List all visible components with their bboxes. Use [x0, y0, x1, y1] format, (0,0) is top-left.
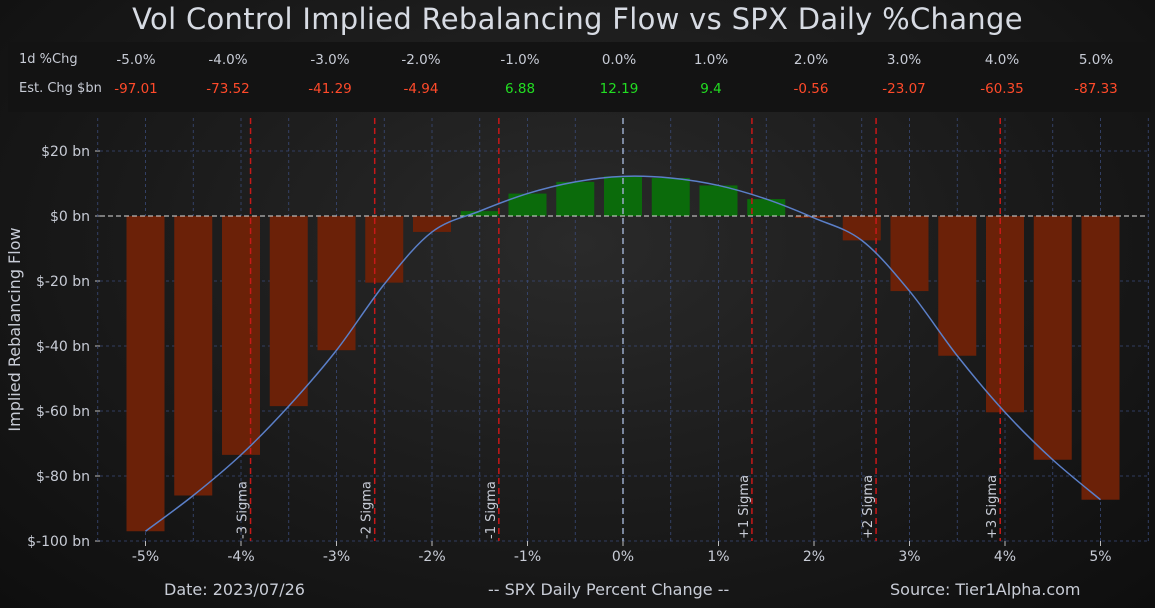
- negative-bar: [938, 216, 977, 356]
- sigma-label: +3 Sigma: [985, 475, 1000, 539]
- table-flow-cell: -60.35: [980, 81, 1024, 97]
- negative-bar: [126, 216, 165, 532]
- table-pct-cell: 1.0%: [693, 52, 729, 68]
- table-flow-cell: -87.33: [1074, 81, 1118, 97]
- negative-bar: [174, 216, 213, 496]
- flow-curve-line: [145, 175, 1101, 532]
- negative-bar: [890, 216, 929, 292]
- sigma-label: +1 Sigma: [737, 475, 752, 539]
- y-tick-label: $20 bn: [41, 144, 90, 160]
- table-flow-cell: 12.19: [599, 81, 639, 97]
- negative-bar: [222, 216, 260, 455]
- positive-bar: [747, 199, 786, 216]
- table-flow-cell: 6.88: [504, 81, 536, 97]
- table-pct-cell: -5.0%: [116, 52, 156, 68]
- positive-bar: [460, 211, 499, 216]
- summary-table: 1d %Chg Est. Chg $bn -5.0% -4.0% -3.0% -2.0…: [8, 42, 1151, 112]
- negative-bar: [1081, 216, 1120, 500]
- table-pct-cell: 4.0%: [984, 52, 1020, 68]
- y-tick-label: $-100 bn: [27, 534, 90, 550]
- date-label: Date: 2023/07/26: [164, 580, 305, 599]
- y-tick-label: $-20 bn: [36, 274, 90, 290]
- sigma-label: +2 Sigma: [861, 475, 876, 539]
- x-tick-label: 0%: [612, 549, 634, 565]
- x-tick-label: 1%: [707, 549, 729, 565]
- table-flow-cell: 9.4: [700, 81, 722, 97]
- table-flow-cell: -23.07: [882, 81, 926, 97]
- sigma-label: -3 Sigma: [236, 481, 251, 539]
- table-pct-cell: 2.0%: [793, 52, 829, 68]
- table-pct-cell: 0.0%: [601, 52, 637, 68]
- negative-bar: [317, 216, 356, 351]
- x-tick-label: 4%: [994, 549, 1016, 565]
- x-tick-label: -1%: [514, 549, 541, 565]
- x-tick-label: -5%: [132, 549, 159, 565]
- table-flow-cell: -97.01: [114, 81, 158, 97]
- table-flow-cell: -41.29: [308, 81, 352, 97]
- negative-bar: [413, 216, 451, 232]
- positive-bar: [556, 181, 595, 216]
- table-pct-cell: -2.0%: [401, 52, 441, 68]
- x-tick-label: 3%: [898, 549, 920, 565]
- table-pct-cell: -4.0%: [208, 52, 248, 68]
- table-flow-cell: -0.56: [793, 81, 829, 97]
- x-tick-label: -2%: [418, 549, 445, 565]
- table-row-label-pct: 1d %Chg: [19, 52, 78, 67]
- sigma-label: -1 Sigma: [484, 481, 499, 539]
- table-pct-cell: -3.0%: [310, 52, 350, 68]
- positive-bar: [651, 177, 690, 216]
- table-flow-cell: -73.52: [206, 81, 250, 97]
- x-tick-label: -4%: [227, 549, 254, 565]
- table-pct-cell: 3.0%: [886, 52, 922, 68]
- negative-bar: [842, 216, 881, 241]
- negative-bar: [986, 216, 1024, 413]
- positive-bar: [699, 185, 738, 216]
- source-label: Source: Tier1Alpha.com: [890, 580, 1081, 599]
- negative-bar: [365, 216, 404, 283]
- chart-title: Vol Control Implied Rebalancing Flow vs …: [132, 2, 1023, 36]
- y-tick-label: $-60 bn: [36, 404, 90, 420]
- negative-bar: [1033, 216, 1072, 460]
- table-row-label-flow: Est. Chg $bn: [19, 81, 102, 96]
- y-tick-label: $0 bn: [50, 209, 90, 225]
- x-tick-label: 2%: [803, 549, 825, 565]
- y-tick-label: $-40 bn: [36, 339, 90, 355]
- y-axis-title: Implied Rebalancing Flow: [5, 227, 24, 431]
- x-tick-label: 5%: [1089, 549, 1111, 565]
- sigma-label: -2 Sigma: [360, 481, 375, 539]
- table-pct-cell: 5.0%: [1078, 52, 1114, 68]
- positive-bar: [508, 193, 547, 216]
- x-tick-label: -3%: [323, 549, 350, 565]
- y-tick-label: $-80 bn: [36, 469, 90, 485]
- negative-bar: [795, 216, 833, 218]
- table-flow-cell: -4.94: [403, 81, 439, 97]
- negative-bar: [269, 216, 308, 407]
- x-axis-title: -- SPX Daily Percent Change --: [488, 580, 730, 599]
- table-pct-cell: -1.0%: [500, 52, 540, 68]
